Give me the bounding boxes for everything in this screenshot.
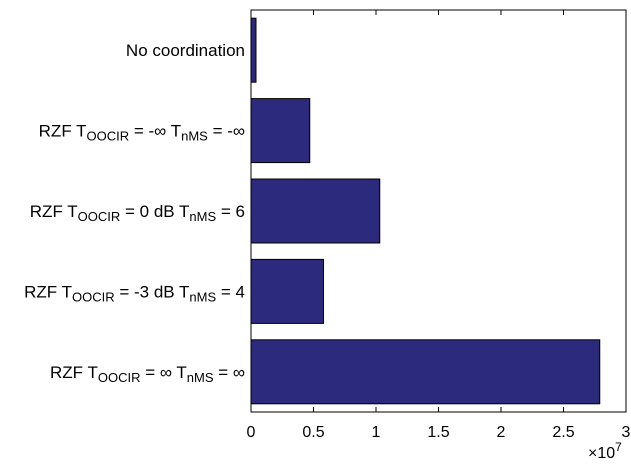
plot-frame xyxy=(250,9,627,413)
x-tick-label: 3 xyxy=(622,424,631,441)
x-tick-label: 1 xyxy=(372,424,381,441)
category-labels: No coordination RZF TOOCIR = -∞ TnMS = -∞… xyxy=(24,41,245,384)
category-label-rzf-ninf: RZF TOOCIR = -∞ TnMS = -∞ xyxy=(39,122,245,144)
bars-group xyxy=(250,17,601,405)
x-axis-multiplier: ×107 xyxy=(588,440,622,462)
x-tick-label: 2 xyxy=(497,424,506,441)
bar-rzf-ninf xyxy=(250,98,311,164)
x-axis-ticks: 0 0.5 1 1.5 2 2.5 3 xyxy=(247,10,631,441)
x-tick-label: 1.5 xyxy=(427,424,449,441)
x-tick-label: 0.5 xyxy=(302,424,324,441)
category-label-rzf-m3db: RZF TOOCIR = -3 dB TnMS = 4 xyxy=(24,282,245,304)
bar-rzf-m3db xyxy=(250,258,324,324)
x-tick-label: 2.5 xyxy=(552,424,574,441)
x-tick-label: 0 xyxy=(247,424,256,441)
bar-no-coord xyxy=(250,17,257,83)
bar-rzf-inf xyxy=(250,339,601,405)
category-label-rzf-0db: RZF TOOCIR = 0 dB TnMS = 6 xyxy=(30,202,245,224)
bar-rzf-0db xyxy=(250,178,381,244)
category-label-rzf-inf: RZF TOOCIR = ∞ TnMS = ∞ xyxy=(50,363,245,385)
category-label-no-coord: No coordination xyxy=(126,41,245,60)
